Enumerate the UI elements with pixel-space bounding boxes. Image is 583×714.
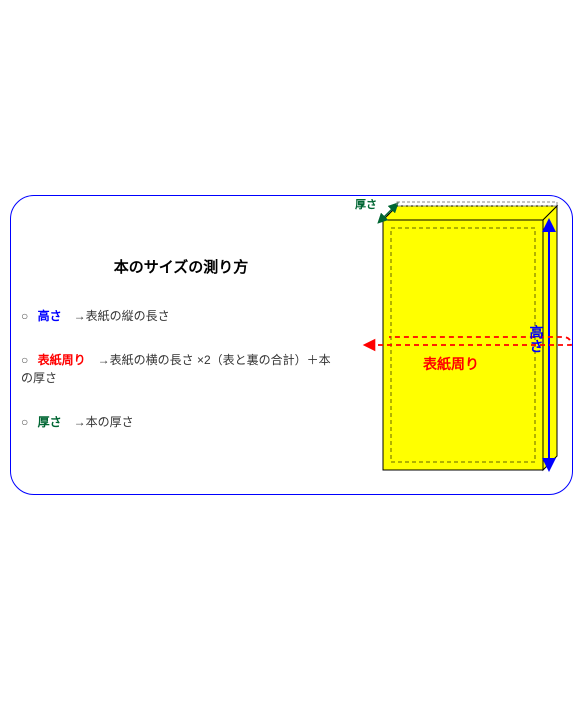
bullet: ○: [21, 309, 28, 323]
description: →表紙の縦の長さ: [62, 309, 170, 323]
term: 高さ: [38, 309, 62, 323]
term: 表紙周り: [38, 353, 86, 367]
svg-text:表紙周り: 表紙周り: [422, 356, 479, 373]
svg-text:厚さ: 厚さ: [355, 198, 377, 211]
definition-list: ○ 高さ →表紙の縦の長さ ○ 表紙周り →表紙の横の長さ ×2（表と裏の合計）＋…: [21, 307, 341, 431]
description: →本の厚さ: [62, 415, 134, 429]
svg-text:高さ: 高さ: [528, 324, 544, 353]
text-column: 本のサイズの測り方 ○ 高さ →表紙の縦の長さ ○ 表紙周り →表紙の横の長さ ×…: [21, 256, 341, 457]
term: 厚さ: [38, 415, 62, 429]
title: 本のサイズの測り方: [21, 256, 341, 277]
info-panel: 本のサイズの測り方 ○ 高さ →表紙の縦の長さ ○ 表紙周り →表紙の横の長さ ×…: [10, 195, 573, 495]
definition-row: ○ 高さ →表紙の縦の長さ: [21, 307, 341, 325]
bullet: ○: [21, 415, 28, 429]
definition-row: ○ 表紙周り →表紙の横の長さ ×2（表と裏の合計）＋本の厚さ: [21, 351, 341, 387]
book-diagram: 高さ表紙周り 厚さ: [343, 195, 573, 497]
definition-row: ○ 厚さ →本の厚さ: [21, 413, 341, 431]
bullet: ○: [21, 353, 28, 367]
